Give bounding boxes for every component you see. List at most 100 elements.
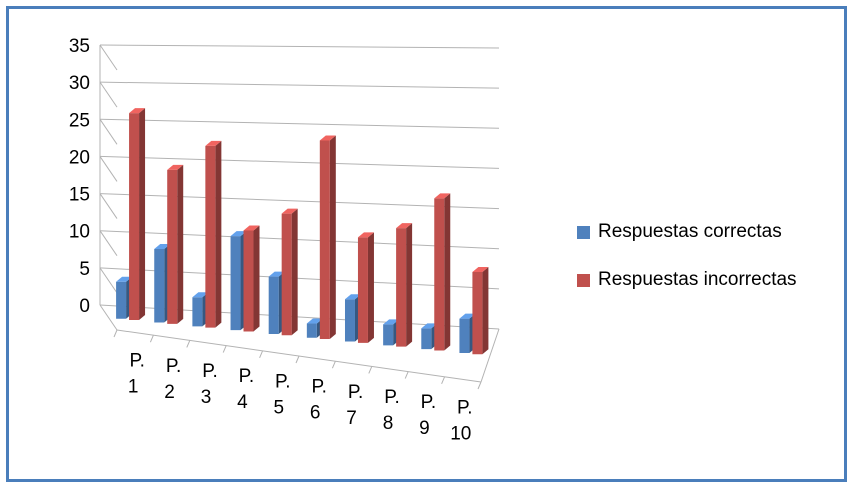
x-tick-label: 7	[346, 408, 357, 429]
x-tick-mark	[441, 376, 446, 384]
bar-side-face	[482, 266, 489, 355]
bar-incorrectas-p10	[472, 266, 489, 355]
bar-top-face	[268, 271, 285, 277]
chart-frame: 0 5 10 15 20 25 30 35 P. 1 P. 2 P. 3 P. 4 P. 5 P. 6 P. 7 P. 8 P.…	[6, 6, 847, 482]
gridline	[99, 81, 118, 108]
bar-incorrectas-p6	[319, 135, 336, 340]
y-tick-label: 15	[69, 185, 90, 206]
y-tick-label: 30	[69, 73, 90, 94]
x-tick-label: P.	[311, 377, 327, 398]
x-tick-mark	[477, 381, 482, 390]
y-tick-label: 5	[79, 259, 90, 280]
x-tick-label: 10	[450, 423, 471, 444]
x-tick-label: 1	[128, 377, 139, 398]
x-tick-label: P.	[348, 382, 364, 403]
y-tick-label: 0	[79, 296, 90, 317]
chart-legend: Respuestas correctas Respuestas incorrect…	[577, 219, 797, 315]
x-tick-label: P.	[384, 387, 400, 408]
y-tick-label: 35	[69, 36, 90, 57]
x-tick-label: 3	[201, 387, 212, 408]
bar-front-face	[383, 324, 394, 346]
x-tick-label: 2	[164, 382, 175, 403]
x-tick-label: 6	[310, 403, 321, 424]
x-tick-mark	[295, 355, 300, 364]
legend-item: Respuestas correctas	[577, 219, 797, 245]
gridline	[99, 230, 118, 256]
bar-incorrectas-p3	[205, 140, 222, 328]
x-tick-mark	[222, 345, 227, 353]
x-tick-label: P.	[275, 371, 291, 392]
bar-side-face	[329, 135, 336, 340]
x-tick-label: 5	[274, 397, 285, 418]
bar-incorrectas-p8	[396, 223, 413, 347]
x-tick-mark	[259, 350, 264, 358]
bar-top-face	[459, 313, 476, 319]
bar-front-face	[344, 299, 355, 342]
bar-side-face	[177, 164, 184, 324]
bar-front-face	[116, 281, 127, 319]
bar-top-face	[129, 108, 146, 114]
bar-front-face	[281, 213, 292, 336]
legend-swatch	[577, 225, 590, 239]
x-tick-label: P.	[166, 356, 182, 377]
bar-front-face	[434, 198, 445, 351]
bar-side-face	[139, 108, 146, 321]
bar-side-face	[215, 140, 222, 328]
bar-front-face	[243, 230, 254, 332]
bar-front-face	[167, 169, 178, 324]
bar-correctas-p3	[192, 292, 209, 327]
bar-side-face	[444, 193, 451, 351]
bar-incorrectas-p5	[281, 208, 298, 336]
bar-front-face	[230, 236, 241, 331]
bar-top-face	[167, 164, 184, 170]
bar-top-face	[396, 223, 413, 229]
gridline	[99, 44, 500, 49]
x-tick-label: 4	[237, 392, 248, 413]
bar-top-face	[154, 244, 171, 250]
bar-front-face	[421, 328, 432, 350]
bar-front-face	[459, 318, 470, 353]
gridline	[99, 44, 118, 71]
bar-top-face	[243, 225, 260, 231]
gridline	[99, 267, 118, 294]
bar-side-face	[406, 223, 413, 347]
gridline	[99, 118, 500, 129]
x-tick-label: P.	[129, 351, 145, 372]
x-tick-label: 8	[383, 413, 394, 434]
floor-edge	[480, 328, 500, 383]
bar-top-face	[344, 294, 361, 300]
bar-top-face	[192, 292, 209, 298]
bar-chart-3d: 0 5 10 15 20 25 30 35 P. 1 P. 2 P. 3 P. 4 P. 5 P. 6 P. 7 P. 8 P.…	[69, 36, 500, 444]
x-tick-mark	[404, 371, 409, 379]
bar-incorrectas-p2	[167, 164, 184, 324]
x-tick-mark	[331, 361, 336, 369]
x-tick-label: 9	[419, 418, 430, 439]
gridline	[99, 193, 500, 210]
bar-side-face	[291, 208, 298, 336]
bar-front-face	[154, 249, 165, 323]
gridline	[99, 304, 118, 331]
bar-incorrectas-p7	[357, 232, 374, 343]
x-tick-label: P.	[239, 366, 255, 387]
x-tick-mark	[186, 340, 191, 348]
bar-incorrectas-p1	[129, 108, 146, 321]
bar-incorrectas-p4	[243, 225, 260, 332]
bar-front-face	[268, 276, 279, 334]
bar-top-face	[205, 140, 222, 146]
bar-top-face	[281, 208, 298, 214]
x-tick-label: P.	[202, 361, 218, 382]
gridline	[99, 81, 500, 89]
y-tick-label: 25	[69, 110, 90, 131]
y-tick-label: 10	[69, 222, 90, 243]
legend-item: Respuestas incorrectas	[577, 267, 797, 293]
bar-front-face	[472, 271, 483, 355]
bar-front-face	[192, 297, 203, 327]
bar-front-face	[396, 228, 407, 347]
x-tick-mark	[368, 366, 373, 374]
gridline	[99, 230, 500, 250]
bar-front-face	[357, 237, 368, 343]
bar-top-face	[319, 135, 336, 141]
bar-front-face	[205, 145, 216, 328]
bar-top-face	[230, 231, 247, 237]
bar-top-face	[116, 276, 133, 282]
